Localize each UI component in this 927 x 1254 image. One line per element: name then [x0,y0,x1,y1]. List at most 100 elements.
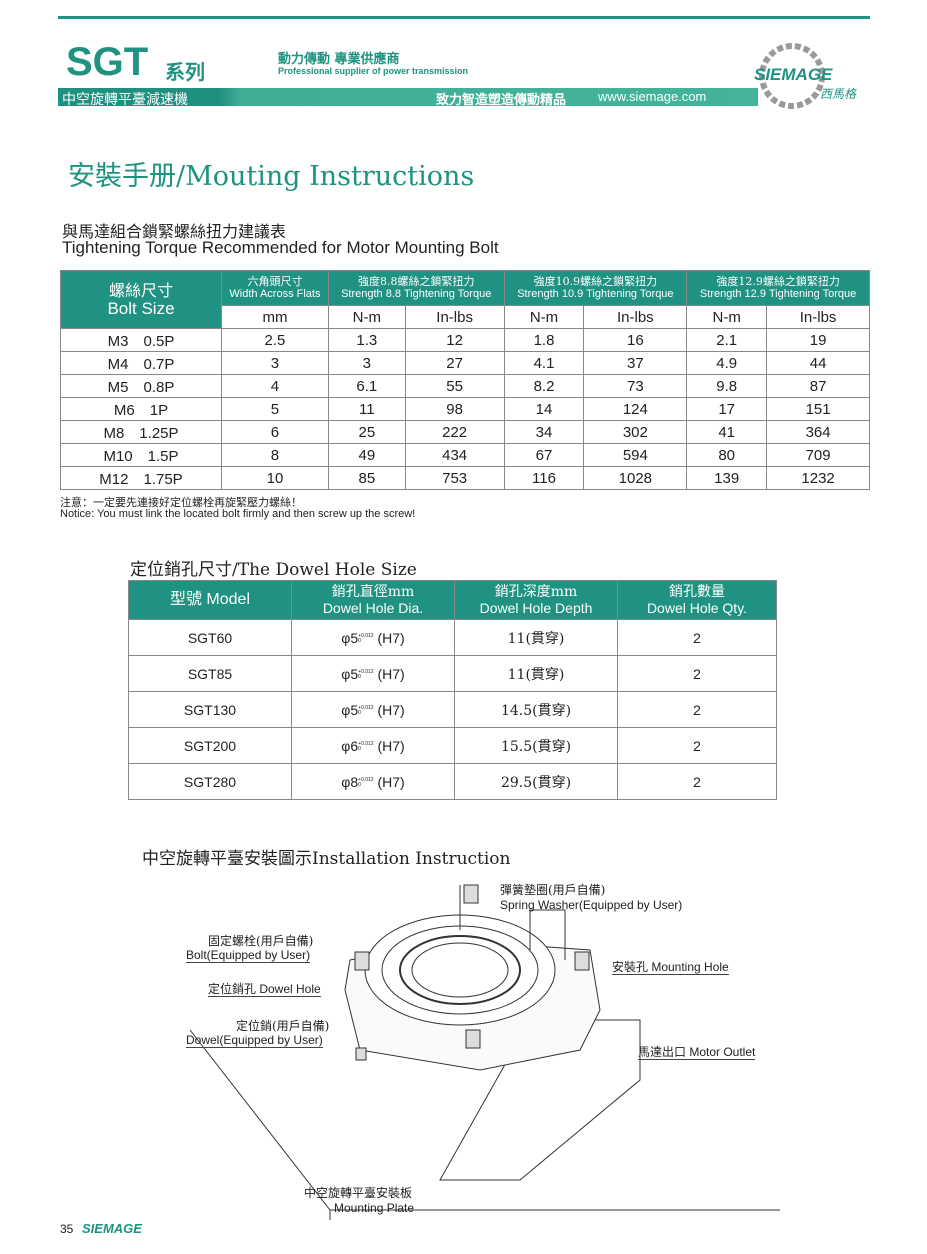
washer-label-en: Spring Washer(Equipped by User) [500,898,683,912]
model-cell: SGT200 [128,727,292,764]
turntable [364,914,556,1026]
table-cell: 6 [221,420,329,444]
table-row: SGT200 φ6+0.012 0 (H7) 15.5(貫穿) 2 [128,727,777,764]
slogan-zh: 動力傳動 專業供應商 [278,52,400,67]
fit-value: (H7) [377,737,405,754]
mounting-hole-label: 安裝孔 Mounting Hole [612,960,729,975]
qty-header-zh: 銷孔數量 [669,584,725,600]
s129-header-zh: 強度12.9螺絲之鎖緊扭力 [716,275,840,288]
dowel-label-zh: 定位銷(用戶自備) [236,1019,330,1033]
tol-lower: 0 [358,745,361,752]
tol-upper: +0.012 [358,740,374,747]
washer-label-zh: 彈簧墊圈(用戶自備) [500,883,606,897]
gear-icon [759,43,825,109]
table-cell: 27 [404,351,505,375]
series-name: SGT [66,40,149,84]
dowel-title: 定位銷孔尺寸/The Dowel Hole Size [130,560,417,580]
dia-cell: φ5+0.012 0 (H7) [291,691,455,728]
mounting-plate-outline [189,1029,780,1220]
bolt-icon [354,884,590,1061]
qty-header-en: Dowel Hole Qty. [646,600,748,616]
table-cell: 4.1 [503,351,585,375]
table-row: M4 0.7P 3 3 27 4.1 37 4.9 44 [60,351,870,375]
model-cell: SGT280 [128,763,292,800]
table-cell: 3 [327,351,406,375]
table-row: M8 1.25P 6 25 222 34 302 41 364 [60,420,870,444]
depth-cell: 11(貫穿) [454,619,618,656]
depth-cell: 15.5(貫穿) [454,727,618,764]
dia-value: φ5 [341,701,359,718]
table-cell: 10 [221,466,329,490]
table-cell: 222 [404,420,505,444]
table-row: M10 1.5P 8 49 434 67 594 80 709 [60,443,870,467]
page-title: 安裝手册/Mouting Instructions [68,161,475,192]
qty-cell: 2 [617,691,777,728]
table-cell: M4 0.7P [60,351,222,375]
tol-lower: 0 [358,637,361,644]
table-cell: 41 [686,420,768,444]
dia-value: φ6 [341,737,359,754]
table-cell: 151 [766,397,870,421]
slogan-en: Professional supplier of power transmiss… [278,66,469,76]
table-row: M5 0.8P 4 6.1 55 8.2 73 9.8 87 [60,374,870,398]
footer-brand: SIEMAGE [82,1221,142,1236]
notice-en: Notice: You must link the located bolt f… [60,508,416,520]
table-cell: 6.1 [327,374,406,398]
dia-value: φ8 [341,773,359,790]
top-rule [58,16,870,19]
table-cell: 1.3 [327,328,406,352]
bolt-header-zh: 螺絲尺寸 [108,280,173,300]
unit-header: N-m [327,305,406,329]
s129-header-en: Strength 12.9 Tightening Torque [699,288,857,300]
table-cell: 8.2 [503,374,585,398]
tolerance: +0.012 0 [358,777,373,788]
depth-cell: 29.5(貫穿) [454,763,618,800]
dowel-table: 型號 Model 銷孔直徑mm Dowel Hole Dia. 銷孔深度mm Dow… [128,580,777,800]
table-cell: 139 [686,466,768,490]
fit-value: (H7) [377,701,405,718]
svg-text:西馬格: 西馬格 [820,87,857,101]
table-cell: 11 [327,397,406,421]
table-cell: 9.8 [686,374,768,398]
table-cell: M5 0.8P [60,374,222,398]
model-cell: SGT60 [128,619,292,656]
table-cell: 55 [404,374,505,398]
dia-cell: φ8+0.012 0 (H7) [291,763,455,800]
dia-cell: φ5+0.012 0 (H7) [291,655,455,692]
model-cell: SGT85 [128,655,292,692]
table-cell: 4 [221,374,329,398]
bolt-label-zh: 固定螺栓(用戶自備) [208,934,314,948]
table-cell: 3 [221,351,329,375]
table-cell: 434 [404,443,505,467]
unit-header: In-lbs [404,305,505,329]
table-cell: 14 [503,397,585,421]
bolt-label-en: Bolt(Equipped by User) [186,948,311,963]
dia-value: φ5 [341,665,359,682]
table-row: SGT60 φ5+0.012 0 (H7) 11(貫穿) 2 [128,619,777,656]
depth-cell: 14.5(貫穿) [454,691,618,728]
table-cell: 73 [583,374,688,398]
table-cell: 16 [583,328,688,352]
header-band [58,88,758,106]
table-cell: 87 [766,374,870,398]
model-header: 型號 Model [128,580,292,620]
fit-value: (H7) [377,665,405,682]
dowel-hole-label: 定位銷孔 Dowel Hole [208,982,321,997]
bolt-header-en: Bolt Size [107,298,175,318]
table-cell: 753 [404,466,505,490]
waf-header-zh: 六角頭尺寸 [247,275,303,288]
table-cell: M6 1P [60,397,222,421]
motor-outlet-label: 馬達出口 Motor Outlet [638,1045,756,1060]
dowel-label-en: Dowel(Equipped by User) [186,1033,323,1048]
table-cell: 594 [583,443,688,467]
depth-cell: 11(貫穿) [454,655,618,692]
series-zh: 系列 [165,60,205,84]
table-cell: 364 [766,420,870,444]
table-cell: 98 [404,397,505,421]
table-row: SGT130 φ5+0.012 0 (H7) 14.5(貫穿) 2 [128,691,777,728]
notice-zh: 注意：一定要先連接好定位螺栓再旋緊壓力螺絲！ [60,496,302,509]
unit-header: In-lbs [766,305,870,329]
website[interactable]: www.siemage.com [598,89,707,104]
tolerance: +0.012 0 [358,705,373,716]
unit-header: N-m [503,305,585,329]
